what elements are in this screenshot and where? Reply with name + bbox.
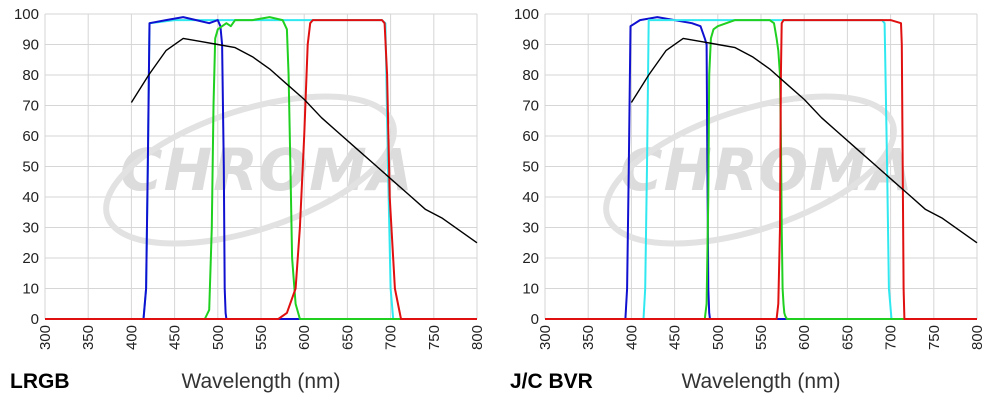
y-tick-label: 40 bbox=[522, 189, 539, 206]
qe-curve bbox=[130, 37, 478, 244]
y-tick-label: 20 bbox=[522, 250, 539, 267]
x-tick-label: 800 bbox=[469, 325, 486, 350]
chart-panel-lrgb: CHROMA 0 10 20 30 40 50 60 70 80 90 100 300 350 400 450… bbox=[10, 6, 486, 393]
x-tick-label: 600 bbox=[796, 325, 813, 350]
y-tick-label: 0 bbox=[531, 311, 539, 328]
x-tick-label: 350 bbox=[80, 325, 97, 350]
x-tick-label: 550 bbox=[253, 325, 270, 350]
x-tick-label: 650 bbox=[839, 325, 856, 350]
y-tick-label: 30 bbox=[522, 220, 539, 237]
y-tick-label: 50 bbox=[522, 159, 539, 176]
x-tick-label: 800 bbox=[969, 325, 986, 350]
watermark-swoosh bbox=[103, 93, 397, 247]
x-tick-label: 700 bbox=[883, 325, 900, 350]
chart-panel-jc-bvr: CHROMA 0 10 20 30 40 50 60 70 80 90 100 300 350 400 450… bbox=[500, 0, 1000, 401]
filter-set-label: LRGB bbox=[10, 370, 70, 393]
y-tick-label: 60 bbox=[22, 128, 39, 145]
filter-curve bbox=[545, 19, 977, 320]
filter-curve bbox=[45, 16, 477, 320]
y-tick-label: 90 bbox=[22, 37, 39, 54]
filter-curve bbox=[545, 19, 977, 320]
y-tick-label: 70 bbox=[522, 98, 539, 115]
y-tick-label: 30 bbox=[22, 220, 39, 237]
filter-curve bbox=[45, 19, 477, 320]
x-tick-label: 750 bbox=[926, 325, 943, 350]
x-axis-label: Wavelength (nm) bbox=[181, 370, 341, 393]
filter-set-label: J/C BVR bbox=[510, 370, 593, 393]
x-tick-label: 700 bbox=[383, 325, 400, 350]
y-tick-label: 80 bbox=[22, 67, 39, 84]
x-tick-label: 550 bbox=[753, 325, 770, 350]
y-tick-label: 100 bbox=[14, 6, 39, 23]
x-tick-label: 300 bbox=[37, 325, 54, 350]
watermark-swoosh bbox=[603, 93, 897, 247]
x-tick-label: 300 bbox=[537, 325, 554, 350]
x-tick-label: 750 bbox=[426, 325, 443, 350]
y-tick-label: 10 bbox=[22, 281, 39, 298]
x-tick-label: 450 bbox=[667, 325, 684, 350]
filter-curve bbox=[45, 16, 477, 320]
y-tick-label: 40 bbox=[22, 189, 39, 206]
watermark-logo: CHROMA bbox=[120, 136, 414, 204]
chart-jc-bvr: CHROMA 0 10 20 30 40 50 60 70 80 90 100 300 350 400 450… bbox=[514, 6, 986, 350]
qe-curve bbox=[630, 37, 978, 244]
x-tick-label: 500 bbox=[210, 325, 227, 350]
y-tick-label: 80 bbox=[522, 67, 539, 84]
y-tick-label: 0 bbox=[31, 311, 39, 328]
x-tick-label: 500 bbox=[710, 325, 727, 350]
x-tick-label: 650 bbox=[339, 325, 356, 350]
filter-curve bbox=[545, 16, 977, 320]
x-tick-label: 450 bbox=[167, 325, 184, 350]
y-tick-label: 50 bbox=[22, 159, 39, 176]
y-tick-label: 100 bbox=[514, 6, 539, 23]
chart-lrgb: CHROMA 0 10 20 30 40 50 60 70 80 90 100 300 350 400 450… bbox=[14, 6, 486, 350]
y-tick-label: 20 bbox=[22, 250, 39, 267]
x-tick-label: 400 bbox=[123, 325, 140, 350]
x-tick-label: 350 bbox=[580, 325, 597, 350]
y-tick-label: 90 bbox=[522, 37, 539, 54]
watermark-logo: CHROMA bbox=[620, 136, 914, 204]
x-tick-label: 400 bbox=[623, 325, 640, 350]
y-tick-label: 10 bbox=[522, 281, 539, 298]
y-tick-label: 70 bbox=[22, 98, 39, 115]
y-tick-label: 60 bbox=[522, 128, 539, 145]
x-axis-label: Wavelength (nm) bbox=[681, 370, 841, 393]
x-tick-label: 600 bbox=[296, 325, 313, 350]
